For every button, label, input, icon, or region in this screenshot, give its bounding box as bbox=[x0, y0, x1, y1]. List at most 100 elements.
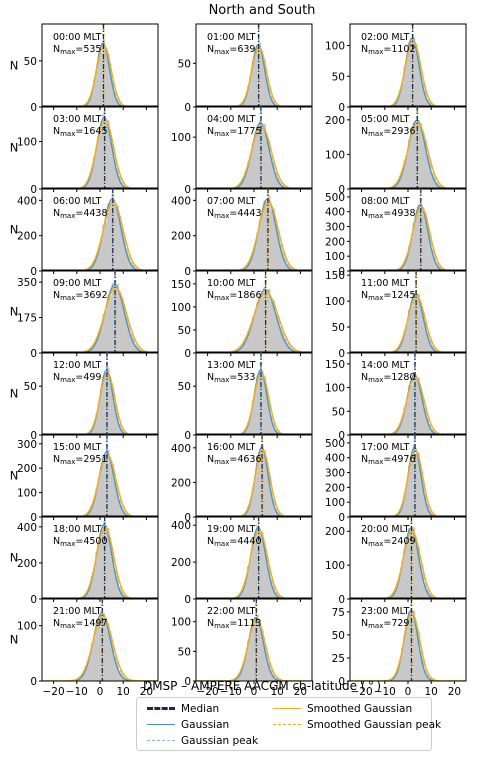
y-tick-label: 400 bbox=[171, 443, 191, 455]
y-axis-label: N bbox=[10, 305, 19, 319]
histogram-bar bbox=[403, 330, 406, 353]
histogram-bar bbox=[106, 367, 110, 435]
histogram-bar bbox=[251, 540, 255, 599]
y-axis-label: N bbox=[10, 469, 19, 483]
histogram-bar bbox=[100, 611, 103, 681]
histogram-bar bbox=[95, 413, 98, 435]
histogram-bar bbox=[249, 559, 252, 599]
histogram-bar bbox=[254, 133, 257, 189]
histogram-bar bbox=[270, 489, 273, 517]
histogram-bar bbox=[102, 314, 105, 353]
histogram-bar bbox=[265, 461, 269, 517]
histogram-bar bbox=[394, 589, 397, 599]
histogram-bar bbox=[417, 205, 420, 271]
histogram-bar bbox=[428, 234, 432, 271]
histogram-bar bbox=[417, 293, 420, 353]
histogram-bar bbox=[405, 400, 409, 435]
histogram-bar bbox=[274, 171, 278, 189]
x-tick-label: −10 bbox=[374, 686, 396, 698]
mlt-label: 01:00 MLT bbox=[207, 32, 256, 43]
y-tick-label: 200 bbox=[171, 557, 191, 569]
histogram-bar bbox=[265, 555, 269, 599]
histogram-bar bbox=[109, 296, 112, 353]
histogram-bar bbox=[86, 591, 89, 599]
x-tick-label: 10 bbox=[117, 686, 130, 698]
y-tick-label: 50 bbox=[332, 630, 345, 642]
histogram-bar bbox=[102, 613, 105, 681]
y-tick-label: 50 bbox=[178, 325, 191, 337]
nmax-label: Nmax=2409 bbox=[361, 536, 416, 548]
histogram-bar bbox=[130, 333, 133, 353]
histogram-bar bbox=[93, 567, 96, 599]
histogram-bar bbox=[240, 669, 243, 681]
histogram-bar bbox=[100, 466, 103, 517]
x-tick-label: 0 bbox=[405, 686, 412, 698]
histogram-bar bbox=[242, 176, 246, 189]
histogram-bar bbox=[113, 569, 117, 599]
histogram-bar bbox=[249, 634, 252, 681]
histogram-bar bbox=[408, 527, 411, 599]
histogram-bar bbox=[405, 324, 409, 353]
y-axis-label: N bbox=[10, 387, 19, 401]
histogram-bar bbox=[104, 221, 108, 271]
histogram-bar bbox=[97, 52, 101, 107]
histogram-bar bbox=[120, 297, 124, 353]
histogram-bar bbox=[97, 331, 101, 353]
histogram-bar bbox=[260, 213, 264, 271]
histogram-bar bbox=[267, 141, 271, 189]
histogram-bar bbox=[414, 120, 418, 189]
y-axis-label: N bbox=[10, 551, 19, 565]
y-tick-label: 150 bbox=[171, 279, 191, 291]
histogram-bar bbox=[412, 37, 416, 107]
smoothed-gaussian-swatch bbox=[273, 708, 301, 709]
x-tick-label: −10 bbox=[220, 686, 242, 698]
smoothed-gaussian-curve bbox=[196, 201, 312, 271]
histogram-bar bbox=[247, 162, 250, 189]
histogram-bar bbox=[408, 611, 411, 681]
histogram-bar bbox=[251, 251, 255, 271]
histogram-bar bbox=[123, 236, 126, 271]
histogram-bar bbox=[102, 375, 105, 435]
y-tick-label: 0 bbox=[30, 102, 37, 114]
histogram-bar bbox=[116, 412, 119, 435]
histogram-bar bbox=[270, 156, 273, 189]
histogram-bar bbox=[116, 487, 119, 517]
histogram-bar bbox=[88, 176, 92, 189]
histogram-bar bbox=[247, 422, 250, 435]
nmax-label: Nmax=1645 bbox=[53, 126, 108, 138]
histogram-bar bbox=[247, 566, 250, 599]
y-tick-label: 400 bbox=[17, 522, 37, 534]
histogram-bar bbox=[424, 321, 427, 353]
histogram-bar bbox=[127, 323, 131, 353]
histogram-bar bbox=[281, 251, 285, 271]
histogram-bar bbox=[113, 202, 117, 271]
histogram-bar bbox=[247, 86, 250, 107]
histogram-bar bbox=[95, 338, 98, 353]
y-tick-label: 400 bbox=[171, 520, 191, 532]
y-tick-label: 500 bbox=[325, 438, 345, 450]
y-tick-label: 100 bbox=[325, 497, 345, 509]
histogram-bar bbox=[263, 123, 266, 189]
histogram-bar bbox=[410, 612, 413, 681]
mlt-label: 15:00 MLT bbox=[53, 442, 102, 453]
y-tick-label: 200 bbox=[325, 236, 345, 248]
histogram-bar bbox=[414, 44, 418, 107]
y-tick-label: 150 bbox=[325, 359, 345, 371]
histogram-bar bbox=[260, 531, 264, 599]
histogram-bar bbox=[251, 619, 255, 681]
histogram-bar bbox=[421, 311, 425, 353]
histogram-bar bbox=[125, 248, 129, 271]
histogram-bar bbox=[118, 291, 122, 353]
y-tick-label: 200 bbox=[17, 231, 37, 243]
legend-label-gaussian-peak: Gaussian peak bbox=[181, 734, 259, 747]
histogram-bar bbox=[260, 370, 264, 435]
histogram-bar bbox=[116, 576, 119, 599]
x-tick-label: 20 bbox=[294, 686, 307, 698]
histogram-bar bbox=[113, 90, 117, 107]
histogram-bar bbox=[251, 143, 255, 189]
histogram-bar bbox=[398, 423, 402, 435]
